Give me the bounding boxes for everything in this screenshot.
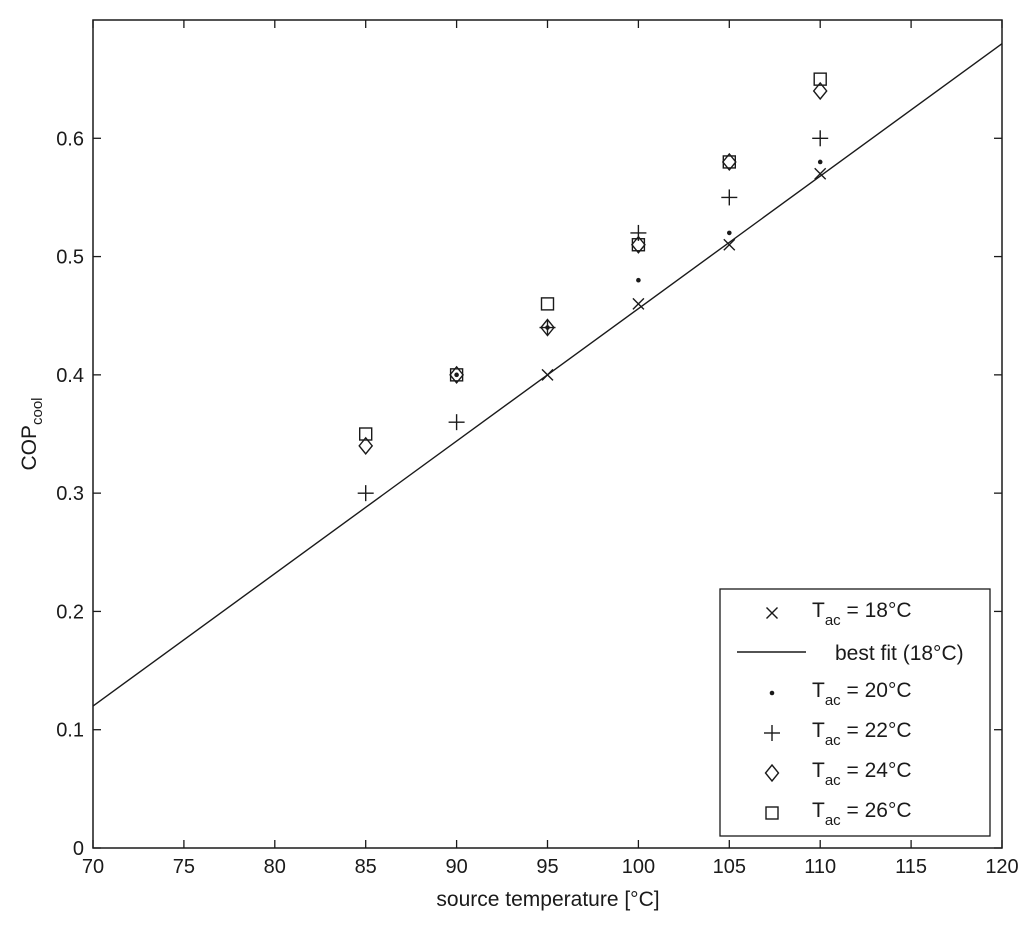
legend-item: Tac = 20°C [769,679,912,709]
series-plus [357,130,829,502]
data-point-diamond [630,235,646,254]
marker-x-stroke [814,167,827,180]
legend-marker-diamond [764,763,780,783]
legend-item: Tac = 22°C [764,719,912,749]
x-axis-title: source temperature [°C] [436,888,659,911]
legend-marker-x [766,607,778,619]
series-layer [92,43,1003,707]
data-point-plus [539,319,556,336]
legend-item: Tac = 26°C [765,799,912,829]
data-point-plus [448,414,465,431]
legend-marker-dot [769,690,775,696]
series-diamond [358,81,828,455]
series-line [92,43,1003,707]
data-point-x [723,238,736,251]
x-tick-label: 80 [264,856,286,878]
legend-marker-plus [764,725,780,741]
data-point-square [359,427,373,441]
y-tick-label: 0.1 [56,720,84,742]
legend-items: Tac = 18°C best fit (18°C) Tac = 20°C Tac =… [737,599,964,829]
data-point-square [631,238,646,252]
data-point-plus [357,485,374,502]
x-tick-label: 90 [445,856,467,878]
data-point-x [814,167,827,180]
x-tick-label: 85 [355,856,377,878]
legend-item: Tac = 24°C [764,759,912,789]
x-tick-label: 120 [985,856,1018,878]
legend-item: best fit (18°C) [737,642,964,665]
y-tick-labels: 0 0.1 0.2 0.3 0.4 0.5 0.6 [56,128,84,860]
y-tick-label: 0.5 [56,247,84,269]
x-tick-label: 100 [622,856,655,878]
data-point-diamond [358,436,374,455]
data-point-diamond [449,365,465,384]
legend-label: Tac = 22°C [812,719,912,749]
x-tick-label: 115 [895,856,927,878]
data-point-x [632,297,645,310]
y-tick-label: 0 [73,838,84,860]
marker-x-stroke [723,238,736,251]
y-tick-label: 0.3 [56,483,84,505]
marker-x-stroke [766,607,778,619]
legend-box [719,588,991,837]
data-point-diamond [721,152,737,172]
data-point-square [813,72,827,86]
axis-ticks [92,20,1003,849]
data-point-diamond [812,81,828,101]
y-axis-title: COPcool [18,397,46,470]
data-point-diamond [540,318,555,337]
legend: Tac = 18°C best fit (18°C) Tac = 20°C Tac =… [719,588,991,837]
x-tick-label: 110 [804,856,836,878]
data-point-dot [727,230,732,236]
series-dot [454,159,823,378]
best-fit-line [92,43,1003,707]
x-tick-label: 70 [82,856,104,878]
legend-label: Tac = 20°C [812,679,912,709]
legend-marker-square [765,806,779,820]
legend-label: Tac = 18°C [812,599,912,629]
data-point-plus [721,189,738,206]
data-point-dot [454,372,459,378]
series-square [359,72,827,441]
data-point-plus [812,130,829,147]
y-tick-label: 0.4 [56,365,84,387]
y-tick-label: 0.6 [56,128,84,150]
y-axis-title-main: COP [18,425,41,471]
legend-item: Tac = 18°C [766,599,912,629]
data-point-dot [817,159,823,165]
y-axis-title-sub: cool [29,397,46,425]
data-point-dot [636,277,641,283]
data-point-square [722,155,736,169]
data-point-square [449,368,464,382]
marker-x-stroke [632,297,645,310]
legend-label: Tac = 26°C [812,799,912,829]
x-tick-label: 75 [173,856,195,878]
data-point-square [540,297,555,311]
x-tick-label: 105 [713,856,746,878]
legend-label: best fit (18°C) [835,642,964,665]
y-tick-label: 0.2 [56,601,84,623]
x-tick-label: 95 [536,856,558,878]
legend-label: Tac = 24°C [812,759,912,789]
x-tick-labels: 70 75 80 85 90 95 100 105 110 115 120 [82,856,1019,878]
